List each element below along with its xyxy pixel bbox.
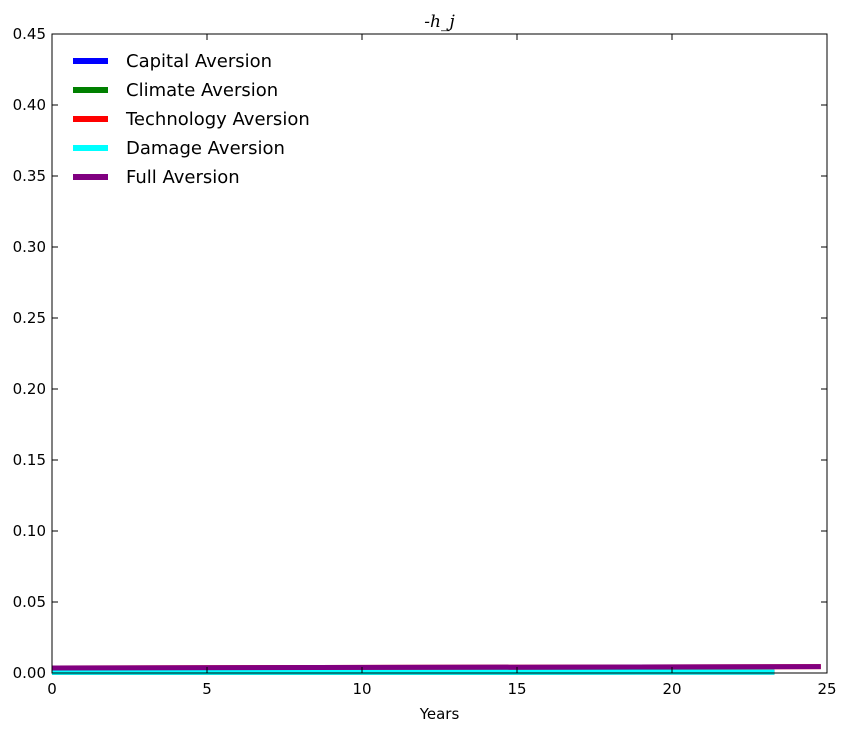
y-tick-label: 0.10 (13, 522, 46, 540)
axis-ticks: 0 5 10 15 20 25 0.00 0.05 0.10 0.15 0.20 0.25 0.30 0.… (13, 25, 837, 698)
plot-frame (51, 33, 828, 674)
legend-label: Capital Aversion (126, 51, 272, 72)
y-tick-label: 0.00 (13, 664, 46, 682)
y-tick-label: 0.05 (13, 593, 46, 611)
x-tick-label: 0 (47, 680, 57, 698)
chart-title: -h_j (424, 12, 455, 32)
x-tick-label: 5 (202, 680, 212, 698)
y-tick-label: 0.40 (13, 96, 46, 114)
legend-label: Damage Aversion (126, 138, 285, 159)
y-tick-label: 0.20 (13, 380, 46, 398)
y-tick-label: 0.15 (13, 451, 46, 469)
y-tick-label: 0.35 (13, 167, 46, 185)
y-tick-label: 0.45 (13, 25, 46, 43)
series-line-full-aversion (51, 664, 821, 671)
x-tick-label: 15 (507, 680, 526, 698)
x-tick-label: 25 (817, 680, 836, 698)
y-tick-label: 0.25 (13, 309, 46, 327)
legend-label: Full Aversion (126, 167, 240, 188)
legend-label: Climate Aversion (126, 80, 278, 101)
legend: Capital Aversion Climate Aversion Technolo… (73, 51, 310, 188)
x-tick-label: 20 (662, 680, 681, 698)
x-tick-label: 10 (352, 680, 371, 698)
y-tick-label: 0.30 (13, 238, 46, 256)
x-axis-label: Years (419, 705, 460, 723)
legend-label: Technology Aversion (125, 109, 310, 130)
plot-area (51, 664, 821, 675)
